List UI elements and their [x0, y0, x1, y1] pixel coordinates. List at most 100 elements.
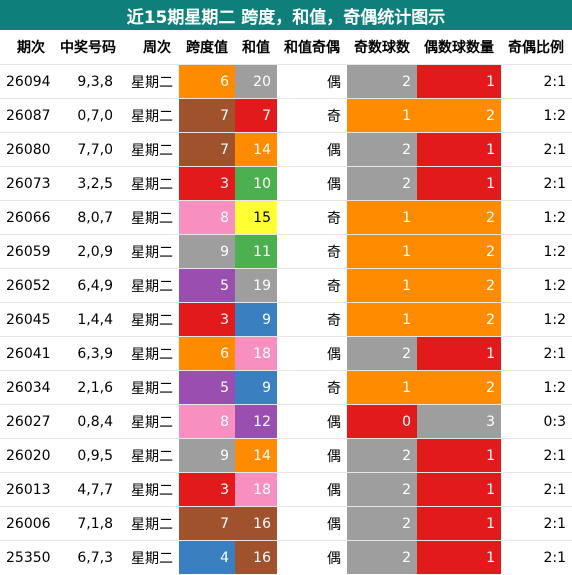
header-odd-count: 奇数球数 — [354, 40, 410, 56]
cell-odd-count: 1 — [347, 303, 417, 336]
cell-sum: 14 — [235, 133, 277, 166]
cell-sum: 7 — [235, 99, 277, 132]
table-row: 26059 2,0,9 星期二 9 11 奇 1 2 1:2 — [0, 234, 572, 268]
cell-ratio: 2:1 — [543, 549, 566, 566]
cell-period: 26027 — [6, 413, 51, 430]
header-sum: 和值 — [242, 40, 270, 56]
cell-span: 7 — [179, 507, 235, 540]
cell-weekday: 星期二 — [131, 516, 173, 533]
cell-weekday: 星期二 — [131, 108, 173, 125]
cell-even-count: 2 — [417, 99, 501, 132]
cell-span: 7 — [179, 99, 235, 132]
cell-even-count: 2 — [417, 201, 501, 234]
header-even-count: 偶数球数量 — [424, 40, 494, 56]
cell-numbers: 8,0,7 — [77, 209, 113, 226]
cell-sum-parity: 奇 — [327, 278, 341, 295]
table-row: 26006 7,1,8 星期二 7 16 偶 2 1 2:1 — [0, 506, 572, 540]
cell-span: 8 — [179, 405, 235, 438]
cell-ratio: 1:2 — [543, 243, 566, 260]
cell-odd-count: 2 — [347, 439, 417, 472]
cell-span: 3 — [179, 167, 235, 200]
cell-even-count: 2 — [417, 303, 501, 336]
cell-sum: 18 — [235, 473, 277, 506]
cell-period: 26059 — [6, 243, 51, 260]
cell-ratio: 2:1 — [543, 481, 566, 498]
cell-weekday: 星期二 — [131, 176, 173, 193]
cell-period: 26041 — [6, 345, 51, 362]
cell-span: 3 — [179, 303, 235, 336]
cell-period: 26013 — [6, 481, 51, 498]
cell-odd-count: 2 — [347, 65, 417, 98]
cell-sum: 18 — [235, 337, 277, 370]
cell-weekday: 星期二 — [131, 448, 173, 465]
cell-even-count: 1 — [417, 507, 501, 540]
cell-weekday: 星期二 — [131, 210, 173, 227]
table-row: 26087 0,7,0 星期二 7 7 奇 1 2 1:2 — [0, 98, 572, 132]
cell-ratio: 1:2 — [543, 311, 566, 328]
cell-weekday: 星期二 — [131, 74, 173, 91]
cell-numbers: 6,7,3 — [77, 549, 113, 566]
cell-sum-parity: 奇 — [327, 210, 341, 227]
cell-period: 25350 — [6, 549, 51, 566]
cell-ratio: 2:1 — [543, 447, 566, 464]
table-row: 26027 0,8,4 星期二 8 12 偶 0 3 0:3 — [0, 404, 572, 438]
cell-sum-parity: 偶 — [327, 414, 341, 431]
cell-numbers: 7,1,8 — [77, 515, 113, 532]
cell-period: 26052 — [6, 277, 51, 294]
cell-sum-parity: 偶 — [327, 74, 341, 91]
cell-odd-count: 2 — [347, 167, 417, 200]
chart-title: 近15期星期二 跨度，和值，奇偶统计图示 — [0, 0, 572, 30]
cell-odd-count: 1 — [347, 269, 417, 302]
cell-span: 9 — [179, 235, 235, 268]
cell-weekday: 星期二 — [131, 414, 173, 431]
cell-sum: 11 — [235, 235, 277, 268]
cell-ratio: 2:1 — [543, 141, 566, 158]
cell-weekday: 星期二 — [131, 312, 173, 329]
cell-period: 26094 — [6, 73, 51, 90]
table-row: 26052 6,4,9 星期二 5 19 奇 1 2 1:2 — [0, 268, 572, 302]
cell-sum: 10 — [235, 167, 277, 200]
cell-even-count: 1 — [417, 133, 501, 166]
cell-numbers: 1,4,4 — [77, 311, 113, 328]
cell-numbers: 0,7,0 — [77, 107, 113, 124]
cell-odd-count: 1 — [347, 371, 417, 404]
cell-sum-parity: 奇 — [327, 380, 341, 397]
cell-weekday: 星期二 — [131, 380, 173, 397]
cell-odd-count: 2 — [347, 133, 417, 166]
cell-even-count: 2 — [417, 371, 501, 404]
cell-sum: 19 — [235, 269, 277, 302]
cell-even-count: 2 — [417, 269, 501, 302]
cell-even-count: 1 — [417, 541, 501, 574]
cell-weekday: 星期二 — [131, 278, 173, 295]
cell-sum: 16 — [235, 507, 277, 540]
cell-ratio: 2:1 — [543, 515, 566, 532]
cell-odd-count: 1 — [347, 99, 417, 132]
cell-numbers: 3,2,5 — [77, 175, 113, 192]
cell-numbers: 6,4,9 — [77, 277, 113, 294]
table-row: 26080 7,7,0 星期二 7 14 偶 2 1 2:1 — [0, 132, 572, 166]
cell-span: 9 — [179, 439, 235, 472]
cell-numbers: 6,3,9 — [77, 345, 113, 362]
cell-weekday: 星期二 — [131, 244, 173, 261]
cell-ratio: 0:3 — [543, 413, 566, 430]
cell-period: 26073 — [6, 175, 51, 192]
cell-even-count: 1 — [417, 167, 501, 200]
cell-period: 26080 — [6, 141, 51, 158]
cell-span: 4 — [179, 541, 235, 574]
cell-sum-parity: 偶 — [327, 346, 341, 363]
cell-even-count: 1 — [417, 439, 501, 472]
cell-period: 26006 — [6, 515, 51, 532]
cell-odd-count: 2 — [347, 507, 417, 540]
cell-even-count: 1 — [417, 65, 501, 98]
cell-sum-parity: 奇 — [327, 108, 341, 125]
cell-ratio: 1:2 — [543, 379, 566, 396]
cell-span: 7 — [179, 133, 235, 166]
table-row: 26045 1,4,4 星期二 3 9 奇 1 2 1:2 — [0, 302, 572, 336]
cell-numbers: 0,9,5 — [77, 447, 113, 464]
cell-period: 26045 — [6, 311, 51, 328]
table-row: 26066 8,0,7 星期二 8 15 奇 1 2 1:2 — [0, 200, 572, 234]
table-row: 25350 6,7,3 星期二 4 16 偶 2 1 2:1 — [0, 540, 572, 574]
cell-sum: 15 — [235, 201, 277, 234]
cell-period: 26020 — [6, 447, 51, 464]
cell-span: 3 — [179, 473, 235, 506]
